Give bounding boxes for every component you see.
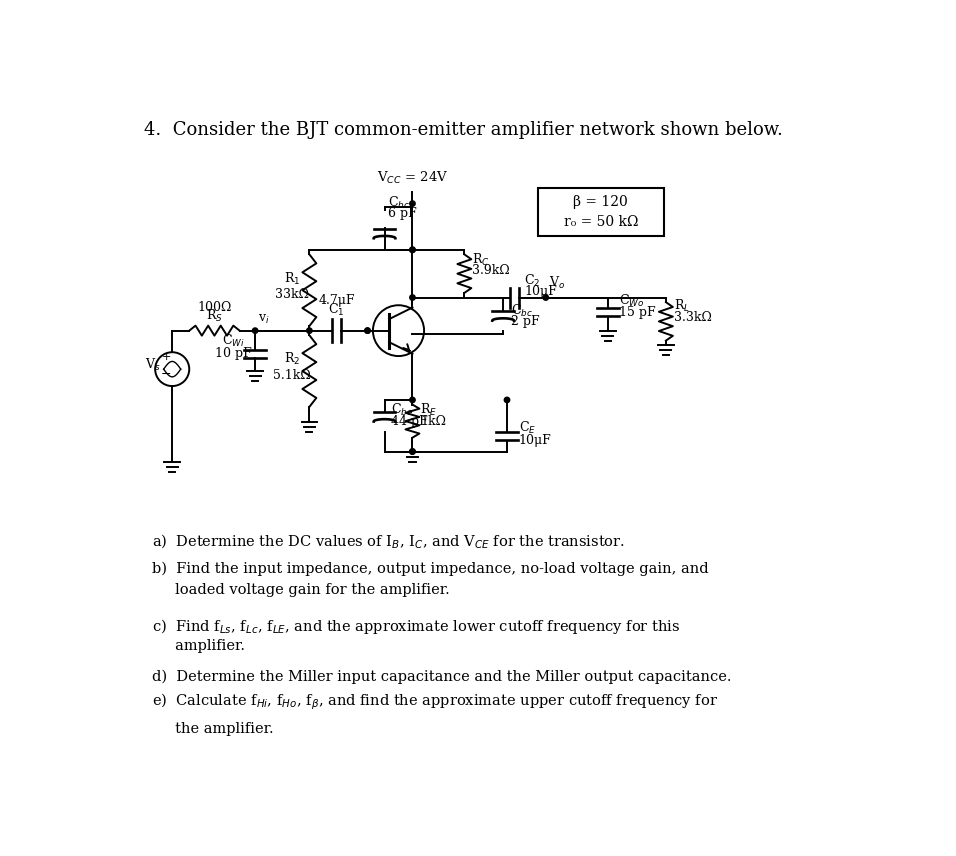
Text: 10μF: 10μF bbox=[518, 434, 552, 447]
Text: c)  Find f$_{Ls}$, f$_{Lc}$, f$_{LE}$, and the approximate lower cutoff frequenc: c) Find f$_{Ls}$, f$_{Lc}$, f$_{LE}$, an… bbox=[152, 617, 681, 636]
Text: R$_S$: R$_S$ bbox=[206, 308, 223, 324]
Circle shape bbox=[410, 247, 415, 253]
Circle shape bbox=[410, 294, 415, 300]
Text: C$_{Wo}$: C$_{Wo}$ bbox=[619, 294, 644, 309]
Text: R$_E$: R$_E$ bbox=[421, 401, 437, 418]
Text: V$_s$: V$_s$ bbox=[145, 357, 161, 373]
Circle shape bbox=[410, 449, 415, 455]
Text: 33kΩ: 33kΩ bbox=[275, 288, 310, 301]
Text: −: − bbox=[161, 368, 171, 382]
Text: 4.7μF: 4.7μF bbox=[318, 294, 355, 307]
Text: R$_1$: R$_1$ bbox=[284, 270, 300, 287]
Text: the amplifier.: the amplifier. bbox=[152, 722, 273, 736]
Circle shape bbox=[410, 449, 415, 455]
Text: C$_2$: C$_2$ bbox=[524, 273, 540, 289]
Circle shape bbox=[410, 201, 415, 206]
Text: loaded voltage gain for the amplifier.: loaded voltage gain for the amplifier. bbox=[152, 583, 450, 597]
Text: β = 120: β = 120 bbox=[574, 195, 628, 209]
Circle shape bbox=[307, 328, 312, 333]
Text: 44 pF: 44 pF bbox=[391, 414, 427, 428]
Text: C$_{bc}$: C$_{bc}$ bbox=[387, 194, 409, 211]
Circle shape bbox=[365, 328, 370, 333]
Circle shape bbox=[504, 397, 510, 402]
Text: v$_i$: v$_i$ bbox=[258, 312, 270, 325]
Text: 3.9kΩ: 3.9kΩ bbox=[472, 265, 510, 277]
Text: 4.  Consider the BJT common-emitter amplifier network shown below.: 4. Consider the BJT common-emitter ampli… bbox=[144, 122, 783, 140]
Text: 2 pF: 2 pF bbox=[511, 315, 539, 328]
Circle shape bbox=[410, 247, 415, 253]
Text: V$_{CC}$ = 24V: V$_{CC}$ = 24V bbox=[377, 169, 448, 186]
FancyBboxPatch shape bbox=[538, 188, 663, 236]
Text: r₀ = 50 kΩ: r₀ = 50 kΩ bbox=[563, 215, 638, 229]
Text: 100Ω: 100Ω bbox=[197, 300, 231, 313]
Text: R$_L$: R$_L$ bbox=[674, 298, 689, 314]
Text: V$_o$: V$_o$ bbox=[549, 275, 565, 291]
Text: 10μF: 10μF bbox=[524, 285, 556, 298]
Text: C$_{Wi}$: C$_{Wi}$ bbox=[222, 332, 245, 348]
Text: R$_2$: R$_2$ bbox=[284, 351, 300, 367]
Text: amplifier.: amplifier. bbox=[152, 639, 245, 652]
Text: C$_1$: C$_1$ bbox=[328, 301, 345, 318]
Text: 1kΩ: 1kΩ bbox=[421, 414, 446, 428]
Text: C$_{bc}$: C$_{bc}$ bbox=[511, 302, 532, 318]
Text: +: + bbox=[162, 352, 171, 362]
Text: 6 pF: 6 pF bbox=[387, 207, 417, 221]
Text: d)  Determine the Miller input capacitance and the Miller output capacitance.: d) Determine the Miller input capacitanc… bbox=[152, 669, 731, 684]
Circle shape bbox=[410, 397, 415, 402]
Circle shape bbox=[543, 294, 549, 300]
Circle shape bbox=[252, 328, 258, 333]
Text: R$_C$: R$_C$ bbox=[472, 252, 489, 268]
Text: b)  Find the input impedance, output impedance, no-load voltage gain, and: b) Find the input impedance, output impe… bbox=[152, 562, 708, 576]
Text: e)  Calculate f$_{Hi}$, f$_{Ho}$, f$_{β}$, and find the approximate upper cutoff: e) Calculate f$_{Hi}$, f$_{Ho}$, f$_{β}$… bbox=[152, 691, 718, 711]
Text: 10 pF: 10 pF bbox=[215, 347, 251, 360]
Text: 15 pF: 15 pF bbox=[619, 306, 655, 319]
Text: 3.3kΩ: 3.3kΩ bbox=[674, 311, 711, 324]
Text: a)  Determine the DC values of I$_B$, I$_C$, and V$_{CE}$ for the transistor.: a) Determine the DC values of I$_B$, I$_… bbox=[152, 532, 625, 550]
Text: C$_{be}$: C$_{be}$ bbox=[391, 401, 413, 418]
Text: C$_E$: C$_E$ bbox=[518, 419, 535, 436]
Circle shape bbox=[365, 328, 370, 333]
Text: 5.1kΩ: 5.1kΩ bbox=[273, 369, 312, 382]
